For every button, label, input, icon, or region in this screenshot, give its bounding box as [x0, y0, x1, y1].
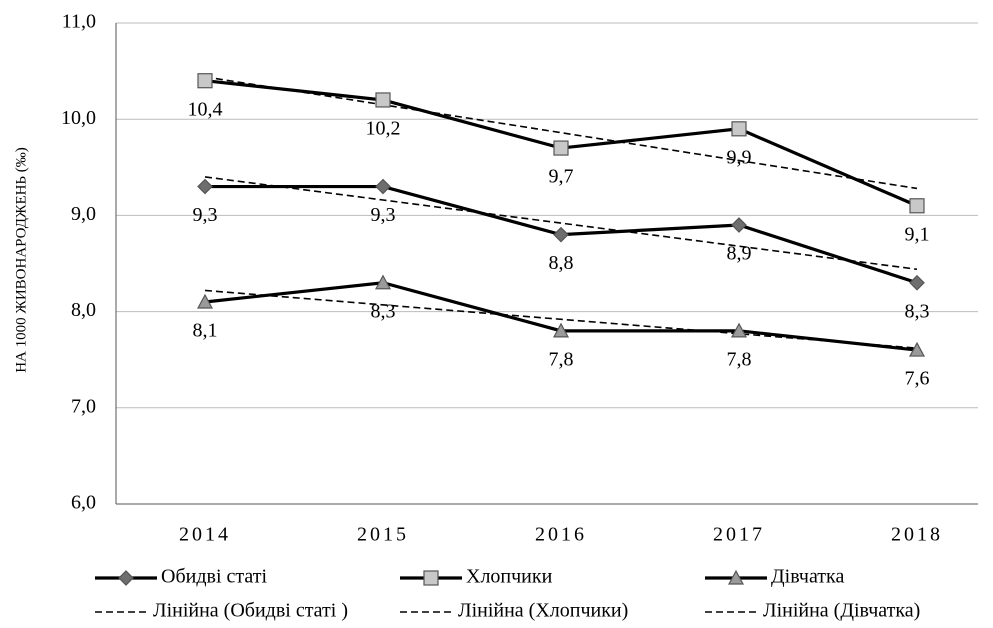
y-tick-label: 8,0	[71, 299, 96, 321]
data-label: 9,1	[905, 223, 930, 245]
y-tick-label: 7,0	[71, 395, 96, 417]
legend-marker	[118, 570, 134, 586]
legend-label: Лінійна (Хлопчики)	[458, 600, 628, 622]
data-label: 9,7	[549, 166, 574, 188]
data-label: 7,8	[727, 348, 752, 370]
data-label: 8,3	[905, 300, 930, 322]
data-label: 10,4	[188, 98, 223, 120]
x-tick-label: 2015	[357, 524, 409, 546]
data-label: 9,9	[727, 146, 752, 168]
marker	[197, 73, 213, 89]
legend-marker	[423, 570, 439, 586]
marker	[731, 121, 747, 137]
y-tick-label: 11,0	[62, 11, 96, 33]
x-tick-label: 2014	[179, 524, 231, 546]
data-label: 7,8	[549, 348, 574, 370]
data-label: 9,3	[371, 204, 396, 226]
y-tick-label: 10,0	[61, 107, 96, 129]
x-tick-label: 2016	[535, 524, 587, 546]
x-tick-label: 2017	[713, 524, 765, 546]
marker	[553, 226, 569, 243]
marker	[908, 341, 926, 357]
legend-label: Лінійна (Дівчатка)	[763, 600, 920, 622]
data-label: 9,3	[193, 204, 218, 226]
marker	[197, 178, 213, 195]
legend-label: Хлопчики	[466, 566, 553, 588]
y-tick-label: 6,0	[71, 492, 96, 514]
y-axis-label: НА 1000 ЖИВОНАРОДЖЕНЬ (‰)	[13, 147, 29, 373]
trend-line	[204, 76, 918, 190]
marker	[909, 274, 925, 291]
marker	[375, 178, 391, 195]
marker	[730, 322, 748, 338]
data-label: 10,2	[366, 118, 401, 140]
x-tick-label: 2018	[891, 524, 943, 546]
legend-label: Лінійна (Обидві статі )	[153, 600, 348, 622]
marker	[553, 140, 569, 156]
marker	[196, 293, 214, 309]
trend-line	[204, 176, 918, 271]
data-label: 8,1	[193, 320, 218, 342]
trend-line	[204, 289, 918, 349]
legend-marker	[727, 569, 745, 585]
data-label: 8,8	[549, 252, 574, 274]
marker	[374, 274, 392, 290]
y-tick-label: 9,0	[71, 203, 96, 225]
marker	[375, 92, 391, 108]
legend-label: Дівчатка	[771, 566, 844, 588]
data-label: 7,6	[905, 368, 930, 390]
data-label: 8,9	[727, 243, 752, 265]
marker	[731, 217, 747, 233]
marker	[909, 198, 925, 214]
legend-label: Обидві статі	[161, 566, 267, 588]
marker	[552, 322, 570, 338]
data-label: 8,3	[371, 300, 396, 322]
